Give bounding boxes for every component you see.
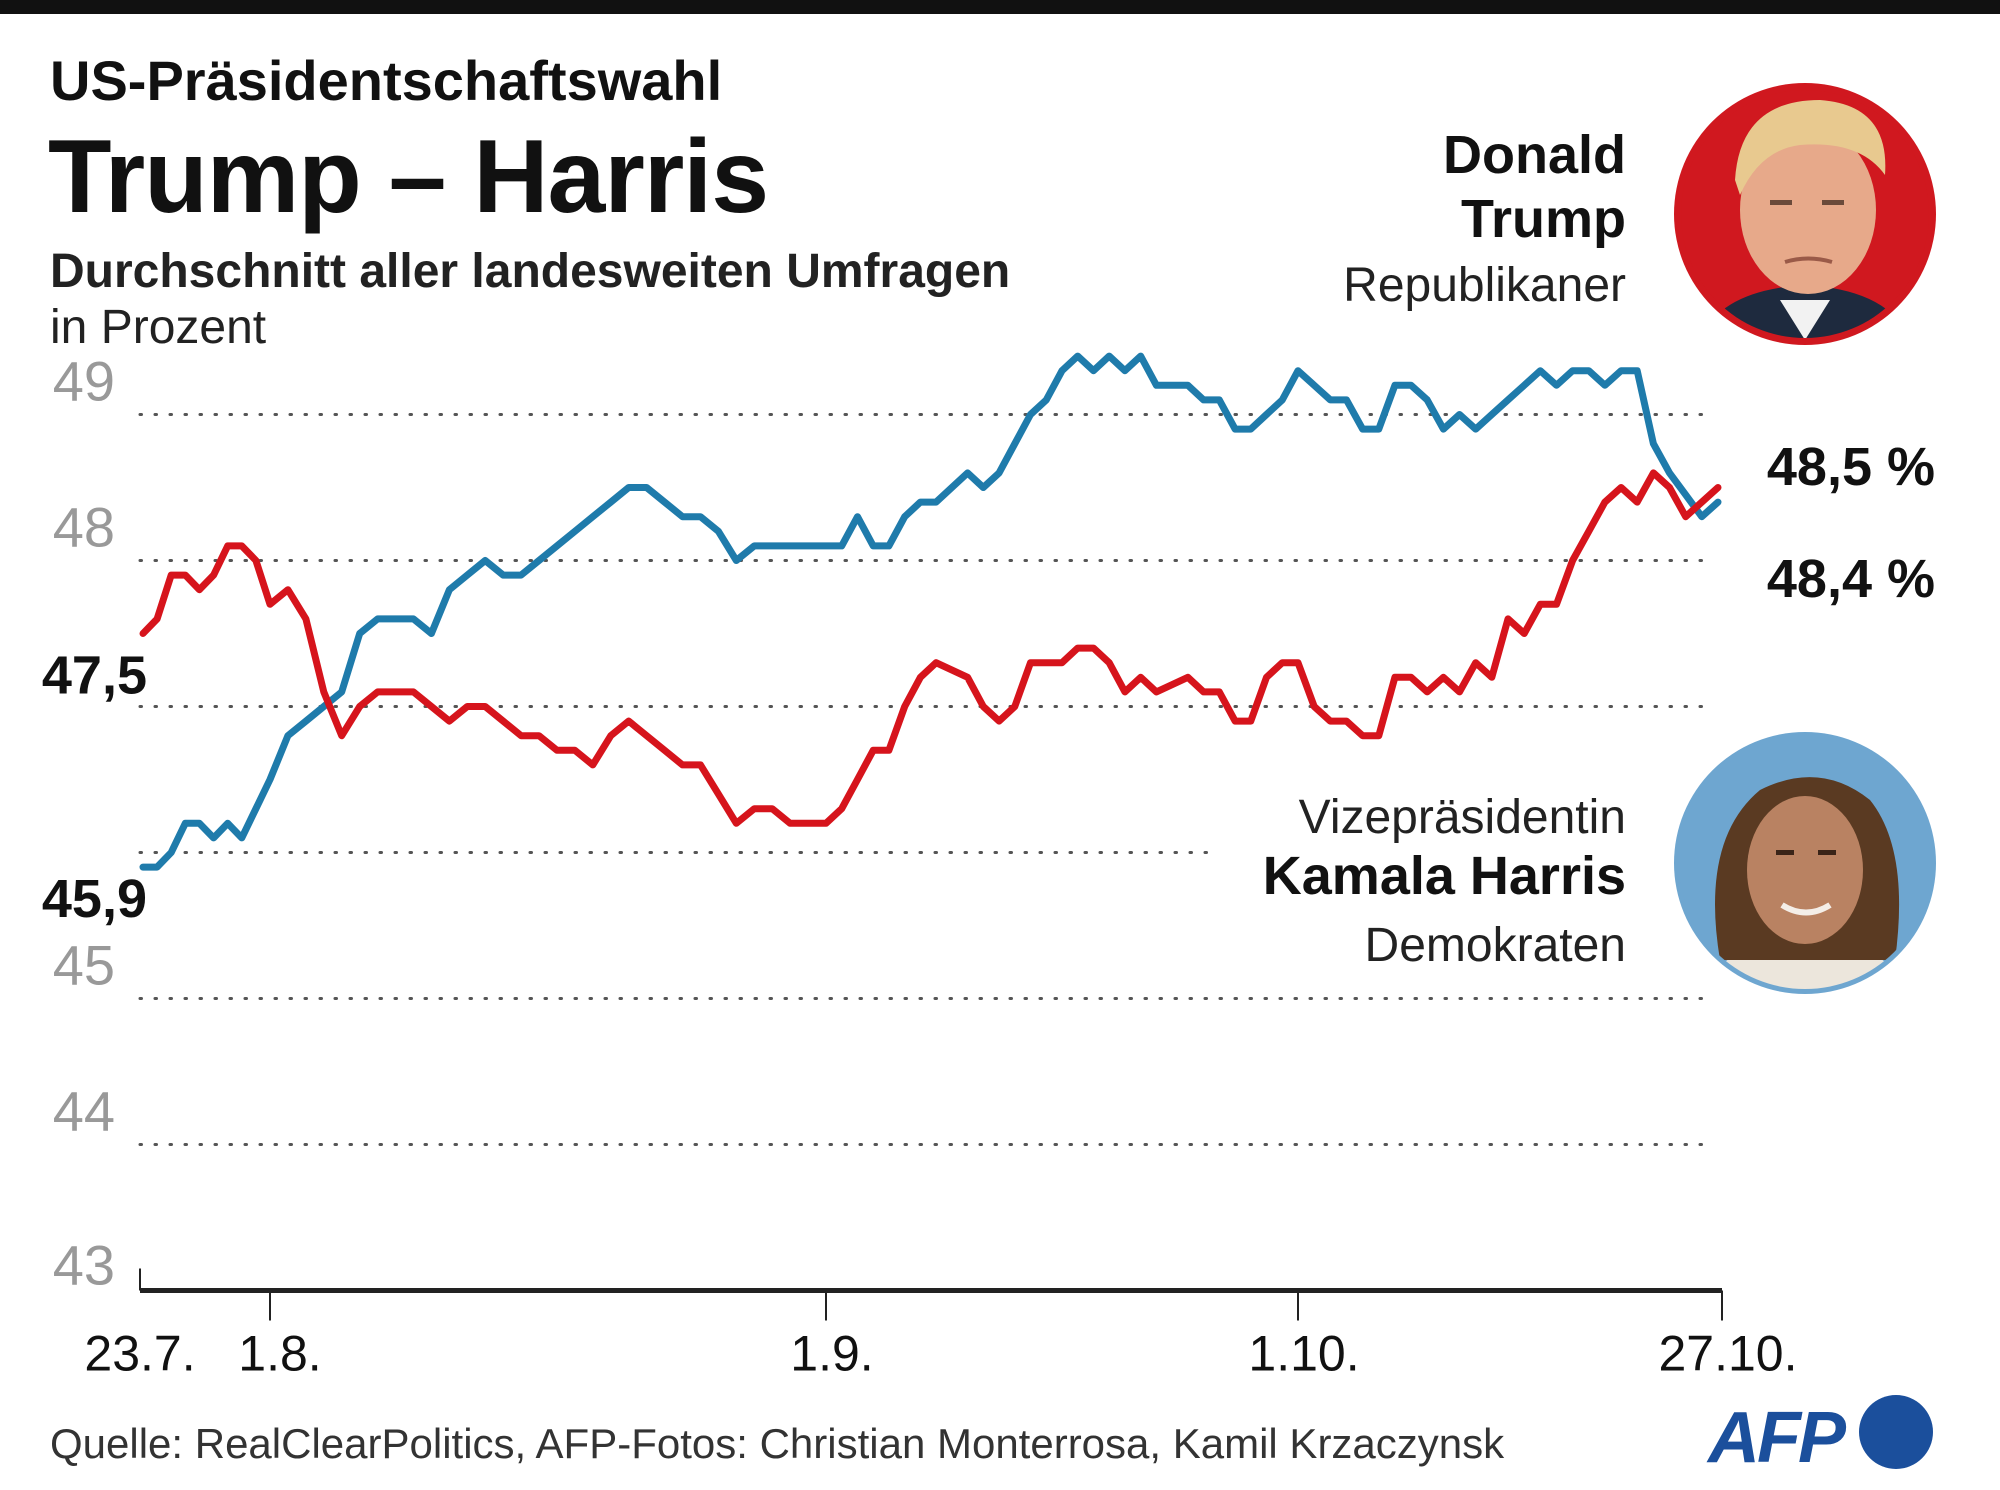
y-tick-label: 48	[53, 496, 115, 559]
trump-latest-value: 48,5 %	[1766, 437, 1935, 497]
harris-name: Kamala Harris	[1262, 846, 1626, 906]
afp-logo: AFP	[1706, 1395, 1933, 1478]
kicker: US-Präsidentschaftswahl	[50, 49, 723, 112]
unit-label: in Prozent	[50, 301, 267, 354]
trump-last-name: Trump	[1460, 189, 1626, 249]
harris-portrait	[1674, 732, 1936, 994]
y-axis-labels: 49 48 45 44 43 47,5 45,9	[42, 350, 147, 1297]
x-tick-label: 23.7.	[84, 1326, 195, 1382]
x-tick-label: 1.8.	[238, 1326, 321, 1382]
harris-latest-value: 48,4 %	[1766, 549, 1935, 609]
gridlines	[138, 413, 1714, 1146]
x-tick-label: 27.10.	[1658, 1326, 1797, 1382]
trump-series-line	[139, 469, 1722, 827]
harris-party: Demokraten	[1364, 919, 1626, 972]
harris-role: Vizepräsidentin	[1298, 791, 1626, 844]
trump-first-name: Donald	[1443, 125, 1626, 185]
y-tick-label: 44	[53, 1080, 115, 1143]
y-tick-label: 43	[53, 1234, 115, 1297]
y-tick-label: 49	[53, 350, 115, 413]
trump-portrait	[1674, 83, 1936, 345]
subtitle: Durchschnitt aller landesweiten Umfragen	[50, 245, 1011, 298]
trump-party: Republikaner	[1343, 259, 1626, 312]
start-value-label: 45,9	[42, 869, 147, 929]
harris-series-line	[139, 352, 1722, 871]
x-tick-label: 1.10.	[1248, 1326, 1359, 1382]
series-lines	[139, 352, 1722, 871]
top-rule	[0, 0, 2000, 14]
afp-logo-text: AFP	[1706, 1398, 1847, 1478]
x-axis: 23.7. 1.8. 1.9. 1.10. 27.10.	[84, 1268, 1798, 1382]
y-tick-label: 45	[53, 934, 115, 997]
source-note: Quelle: RealClearPolitics, AFP-Fotos: Ch…	[50, 1420, 1505, 1467]
x-tick-label: 1.9.	[790, 1326, 873, 1382]
start-value-label: 47,5	[42, 646, 147, 706]
page-title: Trump – Harris	[48, 119, 769, 235]
